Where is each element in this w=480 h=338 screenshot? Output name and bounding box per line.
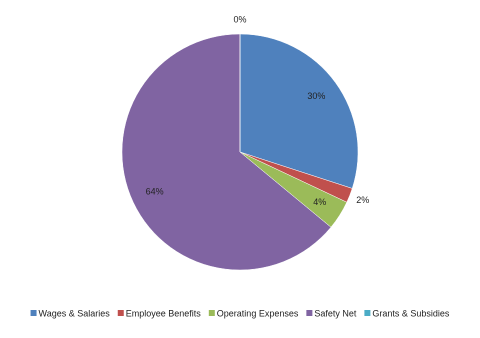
- legend-swatch: [208, 310, 215, 316]
- pie-slice: [239, 33, 359, 189]
- legend-swatch: [364, 310, 371, 316]
- legend-swatch: [306, 310, 313, 316]
- data-label: 0%: [233, 14, 246, 24]
- pie-slice: [121, 33, 332, 271]
- legend-label: Employee Benefits: [126, 308, 202, 318]
- data-label: 30%: [307, 91, 325, 101]
- data-label: 4%: [313, 197, 326, 207]
- legend-swatch: [30, 310, 37, 316]
- data-label: 64%: [146, 187, 164, 197]
- legend-swatch: [117, 310, 124, 316]
- legend-label: Operating Expenses: [217, 308, 299, 318]
- legend-label: Wages & Salaries: [39, 308, 111, 318]
- legend-label: Grants & Subsidies: [372, 308, 450, 318]
- legend-label: Safety Net: [314, 308, 357, 318]
- data-label: 2%: [356, 195, 369, 205]
